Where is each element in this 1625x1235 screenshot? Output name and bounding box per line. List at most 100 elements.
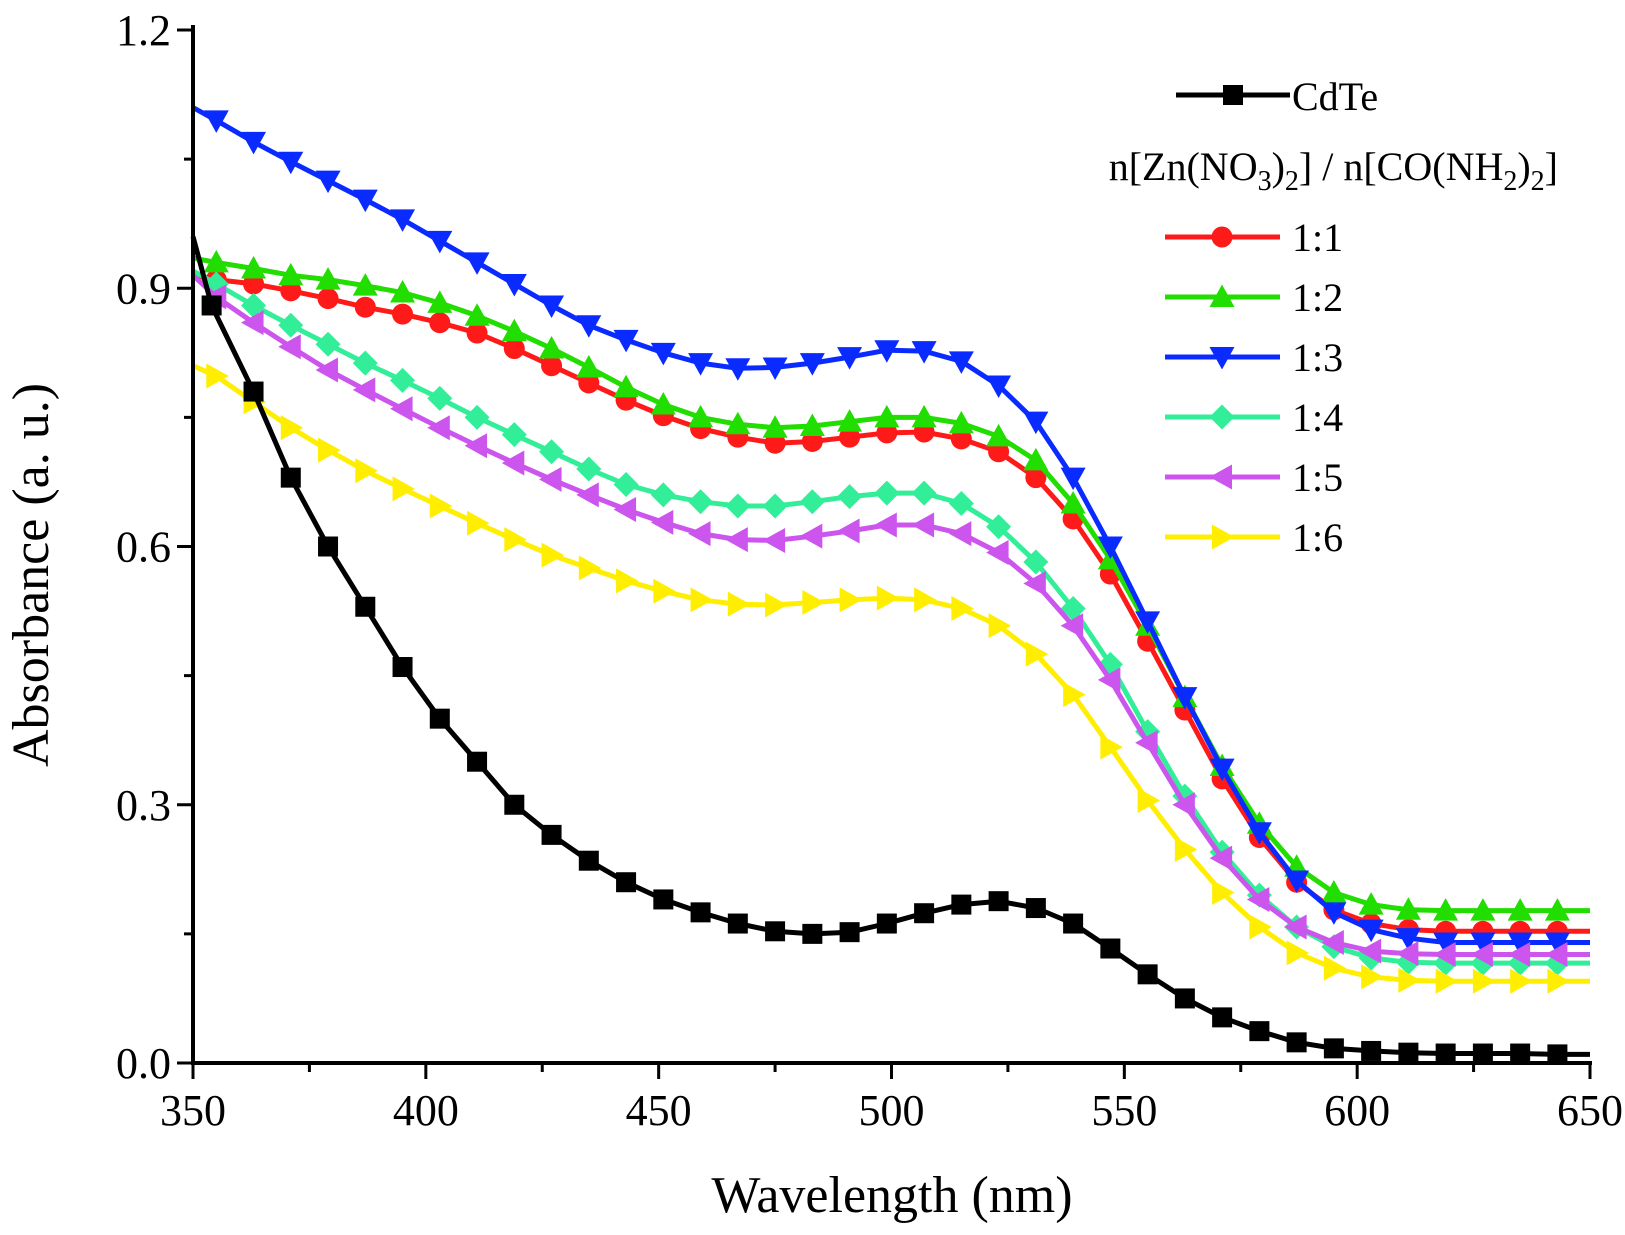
data-point-1-2	[1470, 898, 1496, 921]
y-axis-title: Absorbance (a. u.)	[3, 383, 60, 767]
data-point-1-4	[837, 484, 863, 510]
data-point-1-6	[467, 510, 490, 536]
data-point-1-2	[1507, 898, 1533, 921]
series-1-6	[191, 363, 1590, 994]
data-point-1-5	[1246, 886, 1270, 912]
data-point-1-2	[688, 404, 714, 428]
data-point-cdte	[1249, 1021, 1270, 1042]
data-point-1-6	[839, 587, 863, 613]
y-tick-label: 0.3	[116, 781, 171, 830]
data-point-1-2	[837, 409, 863, 432]
data-point-cdte	[541, 824, 562, 845]
data-point-1-3	[1433, 932, 1459, 955]
data-point-cdte	[578, 850, 599, 871]
data-point-1-3	[1060, 467, 1086, 491]
data-point-1-4	[278, 312, 304, 338]
legend-label-1-5: 1:5	[1292, 455, 1343, 500]
data-point-1-5	[539, 466, 562, 492]
data-point-1-1	[392, 303, 414, 325]
data-point-1-3	[278, 151, 304, 175]
data-point-1-4	[799, 489, 825, 515]
data-point-cdte	[392, 657, 413, 678]
data-point-1-6	[653, 578, 676, 604]
legend: CdTe n[Zn(NO3)2] / n[CO(NH2)2] 1:1 1:2 1:3…	[1109, 74, 1558, 560]
data-point-1-6	[802, 589, 825, 615]
data-point-1-6	[1510, 968, 1533, 994]
data-point-1-1	[839, 426, 861, 448]
data-point-1-3	[986, 375, 1012, 399]
data-point-1-6	[206, 363, 229, 389]
data-point-1-3	[837, 347, 863, 370]
data-point-1-2	[911, 404, 937, 428]
data-point-cdte	[1286, 1032, 1307, 1053]
data-point-1-5	[315, 357, 339, 383]
data-point-1-5	[352, 377, 376, 403]
data-point-1-2	[725, 411, 751, 435]
data-point-1-2	[390, 280, 416, 303]
data-point-1-5	[762, 527, 786, 553]
data-point-1-2	[1358, 892, 1384, 915]
data-point-1-5	[1544, 942, 1568, 968]
data-point-1-3	[1544, 932, 1570, 955]
data-point-1-3	[315, 170, 341, 194]
data-point-1-6	[690, 587, 714, 613]
data-point-1-3	[1023, 411, 1049, 435]
data-point-1-3	[352, 189, 378, 213]
series-line-1-2	[192, 255, 1590, 914]
data-point-1-5	[278, 334, 301, 360]
data-point-1-3	[1172, 687, 1198, 710]
data-point-1-4	[315, 331, 341, 357]
axes-layer: 350 400 450 500 550 600 650 0.0 0.3 0.6 0.9 1.2 Wa…	[3, 6, 1623, 1224]
data-point-1-4	[986, 514, 1012, 540]
data-point-1-5	[1023, 571, 1046, 597]
data-point-cdte	[951, 894, 972, 915]
data-point-1-6	[876, 585, 900, 611]
y-tick-label: 1.2	[116, 6, 171, 55]
x-ticks: 350 400 450 500 550 600 650	[160, 1063, 1623, 1135]
data-point-cdte	[914, 903, 935, 924]
series-1-1	[192, 269, 1590, 942]
data-point-1-6	[951, 595, 974, 621]
data-point-1-3	[203, 110, 229, 133]
data-point-1-5	[1433, 942, 1456, 968]
data-point-1-3	[1135, 611, 1161, 634]
data-point-cdte	[1435, 1043, 1456, 1064]
data-point-cdte	[1137, 964, 1158, 985]
legend-entry-1-1: 1:1	[1165, 215, 1343, 260]
data-point-1-1	[950, 428, 972, 450]
legend-entry-cdte: CdTe	[1176, 74, 1378, 119]
x-tick-label: 650	[1557, 1086, 1623, 1135]
data-point-1-5	[501, 450, 525, 476]
x-axis-title: Wavelength (nm)	[711, 1167, 1072, 1224]
data-point-1-3	[1209, 758, 1235, 782]
legend-entry-1-5: 1:5	[1165, 455, 1343, 500]
data-point-1-3	[1507, 932, 1533, 955]
data-point-1-5	[1321, 929, 1344, 955]
data-point-1-2	[539, 336, 565, 359]
data-point-1-5	[1507, 942, 1531, 968]
data-point-cdte	[690, 902, 711, 923]
legend-label-1-3: 1:3	[1292, 335, 1343, 380]
data-point-cdte	[802, 923, 823, 944]
data-point-1-6	[1547, 968, 1570, 994]
y-tick-label: 0.9	[116, 264, 171, 313]
legend-marker-1-6	[1212, 524, 1235, 550]
data-point-1-2	[501, 318, 527, 342]
data-point-1-1	[578, 372, 600, 394]
data-point-cdte	[429, 708, 450, 729]
legend-entry-1-3: 1:3	[1165, 335, 1343, 380]
data-point-1-6	[392, 476, 416, 502]
data-point-cdte	[355, 596, 376, 617]
legend-ratio-entries: 1:1 1:2 1:3 1:4 1:5 1:6	[1165, 215, 1343, 560]
data-point-1-1	[280, 280, 302, 302]
data-point-1-6	[914, 587, 937, 613]
data-point-1-5	[1395, 941, 1419, 967]
legend-marker-1-4	[1209, 404, 1235, 430]
data-point-1-6	[1174, 837, 1198, 863]
series-cdte	[190, 235, 1590, 1065]
data-point-cdte	[876, 913, 897, 934]
data-point-1-6	[1137, 787, 1161, 813]
data-point-1-2	[352, 273, 378, 296]
series-1-2	[192, 249, 1590, 921]
